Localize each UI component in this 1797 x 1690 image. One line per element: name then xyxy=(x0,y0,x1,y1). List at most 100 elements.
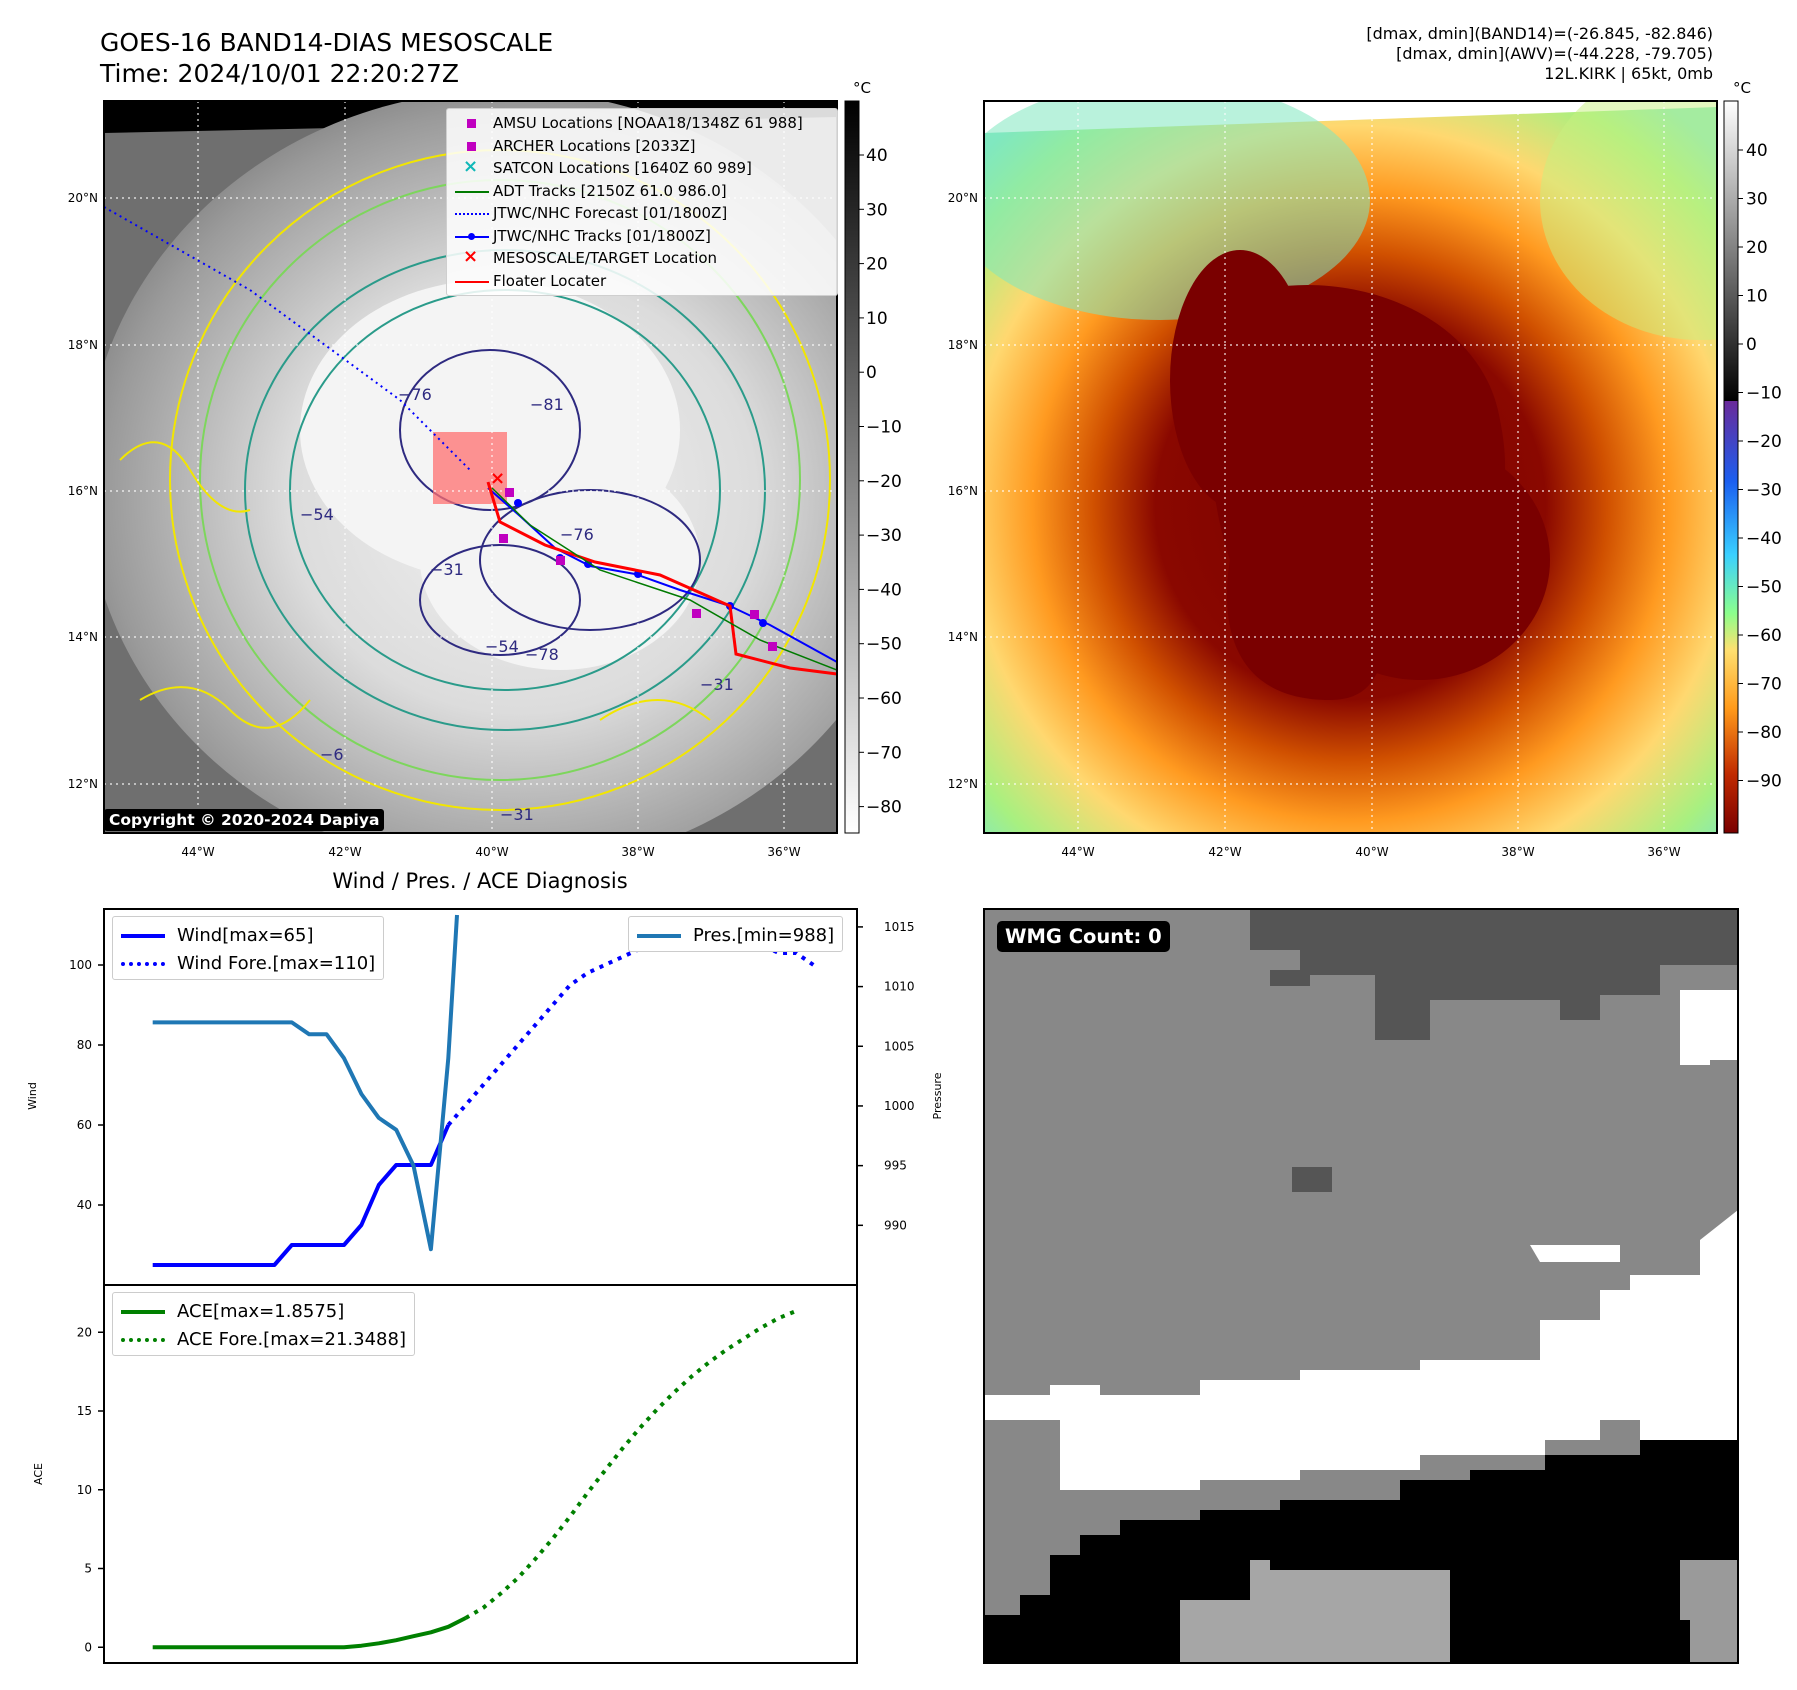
contour-label: −31 xyxy=(500,805,534,824)
figure-title-line1: GOES-16 BAND14-DIAS MESOSCALE xyxy=(100,28,553,57)
ace-forecast-legend-label: ACE Fore.[max=21.3488] xyxy=(177,1328,406,1350)
y-tick-label: 60 xyxy=(77,1118,92,1132)
lat-tick-label: 16°N xyxy=(948,484,978,498)
legend-entry: × SATCON Locations [1640Z 60 989] xyxy=(451,156,833,180)
lon-tick-label: 38°W xyxy=(621,845,654,859)
y-tick-label: 40 xyxy=(77,1198,92,1212)
left-colorbar-unit: °C xyxy=(853,79,871,97)
dotted-line-icon xyxy=(451,202,493,224)
ir-colorbar xyxy=(1723,100,1739,834)
contour-label: −31 xyxy=(430,560,464,579)
lat-tick-label: 12°N xyxy=(68,777,98,791)
y-right-tick-label: 995 xyxy=(884,1159,907,1173)
right-colorbar-tick-label: 20 xyxy=(1746,238,1768,258)
legend-entry: AMSU Locations [NOAA18/1348Z 61 988] xyxy=(451,112,833,135)
legend-label: MESOSCALE/TARGET Location xyxy=(493,249,718,268)
legend-entry: ARCHER Locations [2033Z] xyxy=(451,135,833,158)
right-colorbar-tick-label: −90 xyxy=(1746,772,1782,792)
right-colorbar-tick-label: −50 xyxy=(1746,578,1782,598)
wind-fore-max-series-line xyxy=(446,923,815,1127)
y-tick-label: 10 xyxy=(77,1483,92,1497)
legend-label: Floater Locater xyxy=(493,271,607,290)
y-right-tick-label: 1010 xyxy=(884,980,915,994)
dmax-band14: [dmax, dmin](BAND14)=(-26.845, -82.846) xyxy=(1366,24,1713,43)
contour-label: −54 xyxy=(300,505,334,524)
left-colorbar-tick-label: −30 xyxy=(866,526,902,546)
lon-tick-label: 36°W xyxy=(1647,845,1680,859)
ace-fore-max-series-line xyxy=(464,1309,797,1620)
legend-entry: Floater Locater xyxy=(451,270,833,293)
wind-legend: Wind[max=65] Wind Fore.[max=110] xyxy=(112,916,385,980)
legend-label: ADT Tracks [2150Z 61.0 986.0] xyxy=(493,181,727,200)
wmg-count-label: WMG Count: 0 xyxy=(997,921,1170,952)
legend-entry: ADT Tracks [2150Z 61.0 986.0] xyxy=(451,180,833,203)
legend-entry: JTWC/NHC Forecast [01/1800Z] xyxy=(451,202,833,225)
wind-max-series-line xyxy=(152,1124,451,1267)
map-legend: AMSU Locations [NOAA18/1348Z 61 988] ARCH… xyxy=(446,108,838,296)
lat-tick-label: 14°N xyxy=(68,630,98,644)
right-colorbar-tick-label: −20 xyxy=(1746,432,1782,452)
right-colorbar-tick-label: −60 xyxy=(1746,626,1782,646)
legend-label: JTWC/NHC Tracks [01/1800Z] xyxy=(493,226,711,245)
diagnosis-title: Wind / Pres. / ACE Diagnosis xyxy=(332,869,627,893)
right-colorbar-unit: °C xyxy=(1733,79,1751,97)
ir-enhanced-map xyxy=(984,101,1717,833)
legend-label: SATCON Locations [1640Z 60 989] xyxy=(493,159,752,178)
y-tick-label: 100 xyxy=(69,958,92,972)
ace-axis-label: ACE xyxy=(32,1463,45,1485)
left-colorbar-tick-label: −20 xyxy=(866,472,902,492)
right-colorbar-tick-label: 30 xyxy=(1746,190,1768,210)
left-colorbar-tick-label: 10 xyxy=(866,309,888,329)
y-tick-label: 80 xyxy=(77,1038,92,1052)
band14-colorbar xyxy=(844,100,860,834)
lat-tick-label: 12°N xyxy=(948,777,978,791)
y-right-tick-label: 1005 xyxy=(884,1039,915,1053)
lat-tick-label: 18°N xyxy=(68,338,98,352)
lon-tick-label: 40°W xyxy=(1355,845,1388,859)
left-colorbar-tick-label: −50 xyxy=(866,635,902,655)
contour-label: −81 xyxy=(530,395,564,414)
wmg-panel xyxy=(984,909,1738,1663)
legend-label: AMSU Locations [NOAA18/1348Z 61 988] xyxy=(493,114,803,133)
wind-legend-label: Wind[max=65] xyxy=(177,924,314,946)
dmax-awv: [dmax, dmin](AWV)=(-44.228, -79.705) xyxy=(1396,44,1713,63)
x-marker-icon: × xyxy=(463,156,479,178)
contour-label: −31 xyxy=(700,675,734,694)
left-colorbar-tick-label: −80 xyxy=(866,798,902,818)
left-colorbar-tick-label: −60 xyxy=(866,689,902,709)
right-colorbar-tick-label: −80 xyxy=(1746,723,1782,743)
right-colorbar-tick-label: 10 xyxy=(1746,287,1768,307)
pres-min-series-line xyxy=(152,914,459,1252)
legend-entry: × MESOSCALE/TARGET Location xyxy=(451,246,833,270)
contour-label: −76 xyxy=(398,385,432,404)
left-colorbar-tick-label: −70 xyxy=(866,743,902,763)
left-colorbar-tick-label: −10 xyxy=(866,418,902,438)
left-colorbar-tick-label: −40 xyxy=(866,580,902,600)
right-colorbar-tick-label: −30 xyxy=(1746,481,1782,501)
lon-tick-label: 42°W xyxy=(1208,845,1241,859)
lon-tick-label: 40°W xyxy=(475,845,508,859)
left-colorbar-tick-label: 20 xyxy=(866,255,888,275)
wind-forecast-legend-label: Wind Fore.[max=110] xyxy=(177,952,376,974)
lon-tick-label: 44°W xyxy=(181,845,214,859)
right-colorbar-tick-label: 0 xyxy=(1746,335,1757,355)
svg-text:×: × xyxy=(490,468,505,489)
y-right-tick-label: 1015 xyxy=(884,920,915,934)
lat-tick-label: 14°N xyxy=(948,630,978,644)
square-marker-icon xyxy=(451,112,493,134)
y-tick-label: 20 xyxy=(77,1325,92,1339)
left-colorbar-tick-label: 40 xyxy=(866,146,888,166)
y-tick-label: 15 xyxy=(77,1404,92,1418)
lon-tick-label: 44°W xyxy=(1061,845,1094,859)
ace-axes xyxy=(103,1284,858,1664)
solid-line-icon xyxy=(451,270,493,292)
lon-tick-label: 42°W xyxy=(328,845,361,859)
right-colorbar-tick-label: 40 xyxy=(1746,141,1768,161)
ace-max-series-line xyxy=(152,1616,467,1650)
x-marker-icon: × xyxy=(463,246,479,268)
lat-tick-label: 16°N xyxy=(68,484,98,498)
storm-info: 12L.KIRK | 65kt, 0mb xyxy=(1544,64,1713,83)
solid-line-icon xyxy=(451,180,493,202)
y-right-tick-label: 990 xyxy=(884,1218,907,1232)
